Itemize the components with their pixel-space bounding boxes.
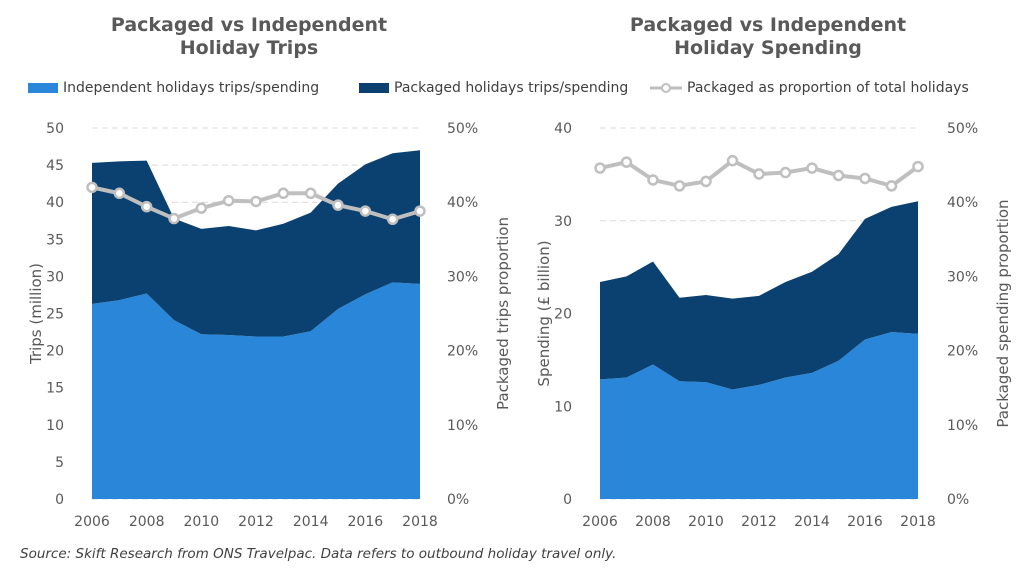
y2-tick-label: 30%	[447, 269, 478, 285]
legend-swatch-independent	[28, 83, 58, 93]
y2-tick-label: 20%	[947, 344, 978, 360]
source-note: Source: Skift Research from ONS Travelpa…	[20, 546, 617, 562]
legend-label-proportion: Packaged as proportion of total holidays	[687, 80, 969, 96]
proportion-point	[832, 169, 845, 182]
x-tick-label: 2016	[847, 514, 883, 530]
y-tick-label: 40	[46, 195, 64, 211]
y-tick-label: 0	[563, 492, 572, 508]
proportion-point	[673, 180, 686, 192]
proportion-point	[726, 154, 739, 167]
x-tick-label: 2012	[238, 514, 274, 530]
y2-tick-label: 50%	[947, 121, 978, 137]
y-tick-label: 0	[55, 492, 64, 508]
y-tick-label: 20	[46, 344, 64, 360]
y-axis-label: Spending (£ billion)	[535, 240, 553, 386]
x-tick-label: 2014	[293, 514, 329, 530]
y-tick-label: 30	[46, 269, 64, 285]
proportion-point	[885, 180, 898, 192]
legend-label-independent: Independent holidays trips/spending	[63, 80, 320, 96]
y2-tick-label: 0%	[447, 492, 469, 508]
y-tick-label: 15	[46, 381, 64, 397]
y-tick-label: 10	[554, 399, 572, 415]
proportion-point	[304, 187, 317, 200]
y2-tick-label: 0%	[947, 492, 969, 508]
proportion-point	[222, 194, 235, 207]
proportion-point	[753, 168, 765, 180]
x-tick-label: 2018	[402, 514, 438, 530]
x-tick-label: 2010	[184, 514, 220, 530]
proportion-point	[647, 174, 659, 186]
y2-tick-label: 10%	[947, 418, 978, 434]
x-tick-label: 2012	[741, 514, 777, 530]
proportion-point	[168, 212, 180, 225]
x-tick-label: 2014	[794, 514, 830, 530]
y2-tick-label: 30%	[947, 269, 978, 285]
y-tick-label: 35	[46, 232, 64, 248]
y-axis-label: Trips (million)	[27, 263, 45, 365]
proportion-point	[113, 187, 126, 200]
packaged-area	[600, 201, 918, 390]
y-tick-label: 50	[46, 121, 64, 137]
proportion-point	[912, 160, 924, 173]
x-tick-label: 2006	[582, 514, 618, 530]
chart-1-title: Packaged vs Independent Holiday Trips	[49, 14, 449, 60]
y2-tick-label: 40%	[447, 195, 478, 211]
legend-item-packaged: Packaged holidays trips/spending	[359, 80, 628, 96]
packaged-area	[92, 150, 420, 337]
legend: Independent holidays trips/spending Pack…	[14, 80, 1014, 102]
y-tick-label: 40	[554, 121, 572, 137]
proportion-point	[620, 156, 633, 168]
y2-tick-label: 20%	[447, 344, 478, 360]
proportion-point	[277, 187, 290, 200]
independent-area	[600, 332, 918, 499]
chart-1-title-line-2: Holiday Trips	[179, 37, 319, 59]
y2-tick-label: 10%	[447, 418, 478, 434]
x-tick-label: 2006	[74, 514, 110, 530]
x-tick-label: 2018	[900, 514, 936, 530]
proportion-point	[359, 205, 372, 217]
legend-label-packaged: Packaged holidays trips/spending	[394, 80, 629, 96]
y-tick-label: 45	[46, 158, 64, 174]
legend-swatch-packaged	[359, 83, 389, 93]
y2-axis-label: Packaged spending proportion	[994, 199, 1012, 427]
y2-tick-label: 40%	[947, 195, 978, 211]
proportion-point	[806, 162, 818, 174]
x-tick-label: 2016	[348, 514, 384, 530]
y2-tick-label: 50%	[447, 121, 478, 137]
legend-item-proportion: Packaged as proportion of total holidays	[649, 80, 969, 96]
proportion-point	[859, 172, 871, 185]
legend-item-independent: Independent holidays trips/spending	[28, 80, 319, 96]
proportion-point	[250, 195, 262, 208]
y-tick-label: 10	[46, 418, 64, 434]
chart-1-title-line-1: Packaged vs Independent	[110, 14, 388, 36]
y-tick-label: 5	[55, 455, 64, 471]
y-tick-label: 30	[554, 214, 572, 230]
proportion-point	[779, 166, 792, 179]
x-tick-label: 2010	[688, 514, 724, 530]
proportion-point	[414, 205, 426, 217]
x-tick-label: 2008	[129, 514, 165, 530]
y-tick-label: 25	[46, 307, 64, 323]
independent-area	[92, 282, 420, 499]
chart-2: 0 10 20 30 40 0% 10% 20% 30% 40% 50% 2006 2008 2010 20…	[535, 121, 1012, 530]
chart-2-title-line-2: Holiday Spending	[674, 37, 862, 59]
proportion-point	[700, 175, 712, 188]
proportion-point	[386, 213, 399, 226]
x-tick-label: 2008	[635, 514, 671, 530]
chart-2-title-line-1: Packaged vs Independent	[629, 14, 907, 36]
chart-1: 0 5 10 15 20 25 30 35 40 45 50 0% 10% 20% 30% 40% 50% 200…	[27, 121, 512, 530]
proportion-point	[140, 200, 153, 213]
y2-axis-label: Packaged trips proportion	[494, 217, 512, 410]
chart-2-title: Packaged vs Independent Holiday Spending	[568, 14, 968, 60]
proportion-point	[86, 181, 98, 194]
proportion-point	[594, 162, 606, 174]
proportion-point	[332, 199, 344, 211]
proportion-point	[195, 202, 208, 214]
legend-swatch-proportion	[650, 83, 682, 93]
y-tick-label: 20	[554, 307, 572, 323]
